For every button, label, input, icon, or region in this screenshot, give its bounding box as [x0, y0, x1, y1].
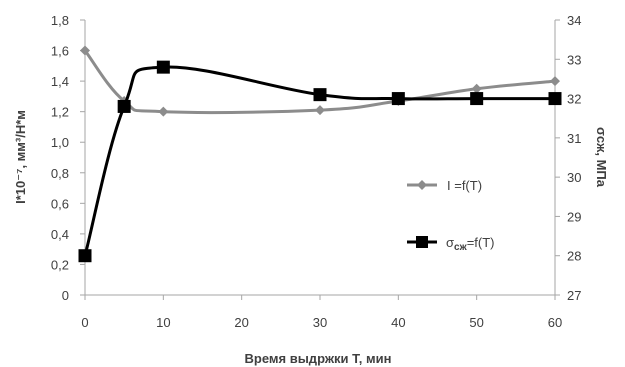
y-left-tick-label: 0,2 — [51, 257, 69, 272]
legend-label-2-main: σ — [446, 235, 454, 250]
x-axis-title: Время выдржки Т, мин — [245, 351, 392, 366]
y-right-tick-label: 27 — [567, 288, 581, 303]
y-left-tick-label: 0,4 — [51, 227, 69, 242]
legend-marker-1 — [417, 180, 427, 190]
y-left-tick-label: 1,6 — [51, 44, 69, 59]
y-right-tick-label: 29 — [567, 209, 581, 224]
legend-label-1: I =f(T) — [447, 178, 482, 193]
series-2-point — [391, 92, 405, 106]
y-left-tick-label: 1,4 — [51, 74, 69, 89]
y-left-tick-label: 1,0 — [51, 135, 69, 150]
series-group — [78, 45, 562, 263]
y-right-tick-label: 28 — [567, 249, 581, 264]
y-left-tick-label: 0,6 — [51, 196, 69, 211]
legend: I =f(T) σсж=f(T) — [407, 178, 495, 253]
x-tick-label: 50 — [469, 315, 483, 330]
y-right-tick-label: 34 — [567, 13, 581, 28]
series-2-point — [117, 99, 131, 113]
series-2-point — [548, 92, 562, 106]
legend-marker-2 — [416, 236, 428, 248]
series-1-point — [550, 76, 560, 87]
x-tick-label: 10 — [156, 315, 170, 330]
axes — [80, 19, 560, 300]
y-left-tick-label: 1,8 — [51, 13, 69, 28]
y-left-tick-label: 0 — [62, 288, 69, 303]
legend-label-2-sub: сж — [454, 242, 468, 253]
series-2-point — [313, 88, 327, 102]
y-left-tick-label: 1,2 — [51, 105, 69, 120]
x-tick-label: 60 — [548, 315, 562, 330]
y-right-tick-label: 30 — [567, 170, 581, 185]
series-2-point — [470, 92, 484, 106]
series-1-point — [471, 83, 482, 94]
y-right-tick-label: 31 — [567, 131, 581, 146]
legend-label-2-rest: =f(T) — [467, 235, 495, 250]
y-axis-left-title: I*10⁻⁷, мм³/Н*м — [13, 110, 28, 204]
y-left-tick-label: 0,8 — [51, 166, 69, 181]
tick-labels: 0 10 20 30 40 50 60 0 0,2 0,4 0,6 0,8 1,0 1,2 1,4 1,6 1,… — [51, 13, 582, 330]
x-tick-label: 20 — [234, 315, 248, 330]
x-tick-label: 0 — [81, 315, 88, 330]
series-line-1 — [83, 49, 556, 115]
series-2-point — [78, 249, 92, 263]
y-axis-right-title: σсж, МПа — [594, 127, 609, 188]
series-1-point — [158, 106, 169, 117]
series-2-point — [156, 60, 170, 74]
x-tick-label: 40 — [391, 315, 405, 330]
series-1-point — [315, 105, 325, 116]
x-tick-label: 30 — [313, 315, 327, 330]
series-1-point — [80, 45, 90, 56]
legend-label-2: σсж=f(T) — [446, 235, 495, 253]
y-right-tick-label: 33 — [567, 52, 581, 67]
y-right-tick-label: 32 — [567, 92, 581, 107]
series-line-2 — [83, 65, 555, 257]
